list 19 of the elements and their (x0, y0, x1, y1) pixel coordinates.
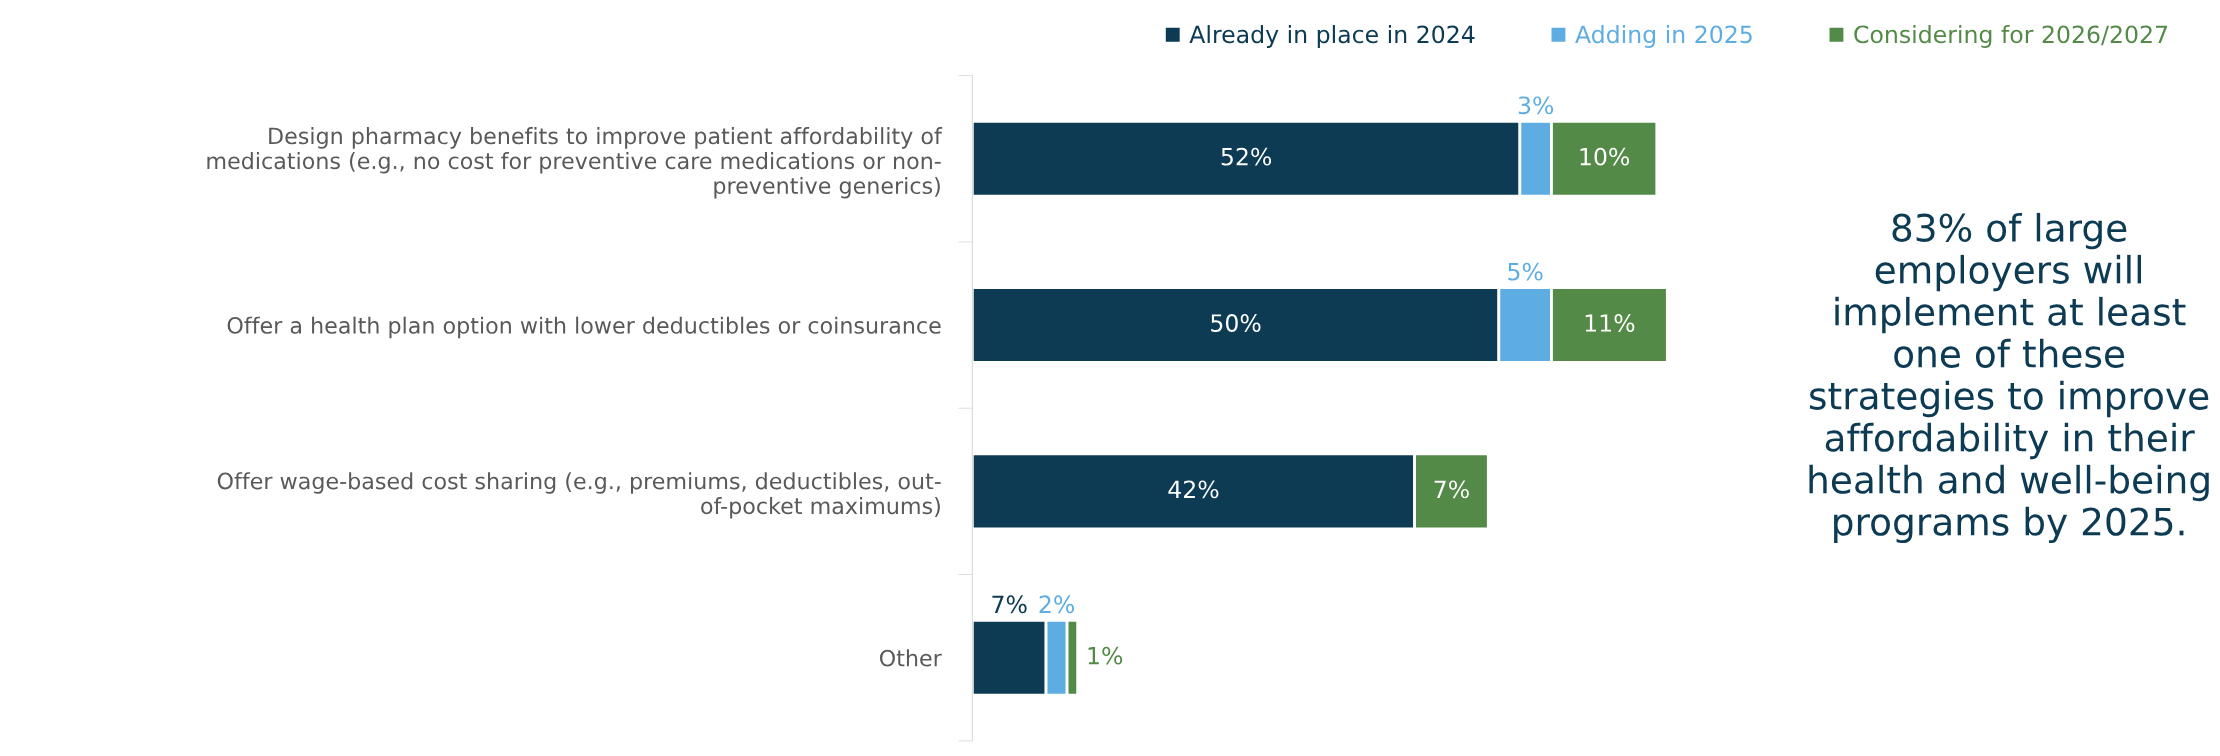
y-tick-label: Offer a health plan option with lower deductibles or coinsurance (227, 316, 941, 339)
legend-label: Already in place in 2024 (1189, 25, 1475, 48)
data-label: 11% (1585, 314, 1635, 332)
text: 83% of large employers will implement at least one of these strategies to improve affordability in their health and well-being programs by 2025. (1809, 212, 2209, 544)
data-label: 10% (1580, 147, 1630, 166)
y-tick-label: Other (879, 649, 942, 667)
data-label: 1% (1088, 646, 1123, 665)
data-label: 7% (1434, 480, 1469, 499)
data-label: 2% (1039, 595, 1075, 614)
legend-label: Adding in 2025 (1575, 25, 1752, 48)
y-tick-label: Design pharmacy benefits to improve patient affordability of medications (e.g., no cost for preventive care medications or non- preventive generics) (207, 127, 943, 199)
data-label: 52% (1221, 147, 1272, 166)
legend-label: Considering for 2026/2027 (1854, 25, 2168, 48)
data-label: 7% (992, 595, 1027, 614)
data-label: 50% (1211, 314, 1261, 332)
data-label: 42% (1168, 480, 1219, 499)
y-tick-label: Offer wage-based cost sharing (e.g., premiums, deductibles, out- of-pocket maximums) (217, 472, 941, 519)
data-label: 5% (1508, 262, 1543, 281)
data-label: 3% (1518, 96, 1554, 115)
